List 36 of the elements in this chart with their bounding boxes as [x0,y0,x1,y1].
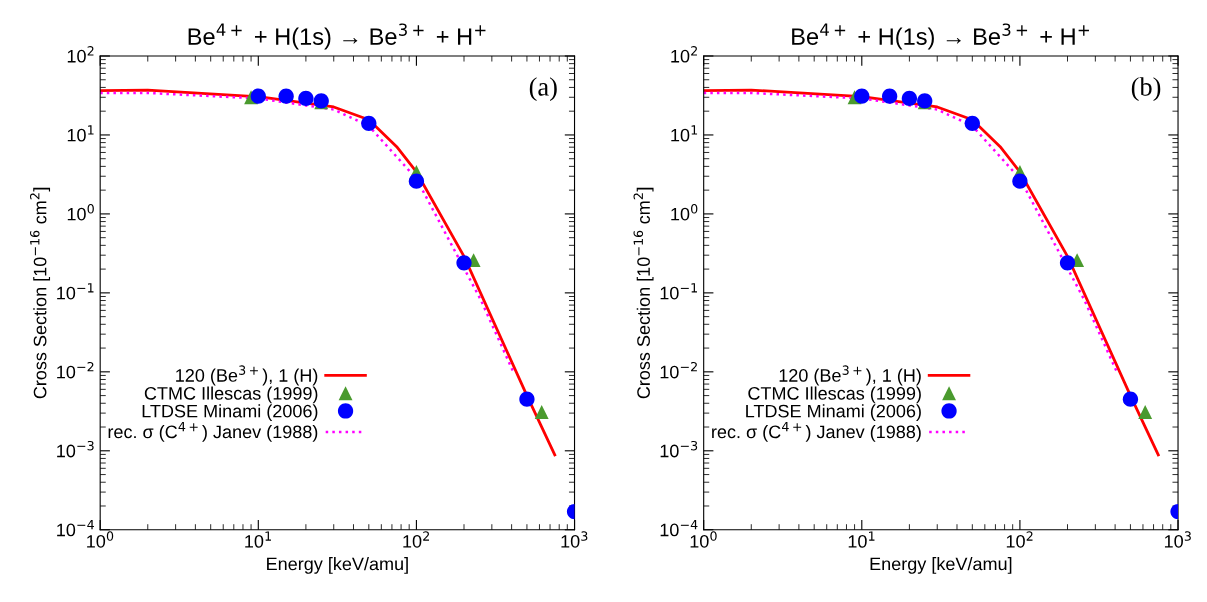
legend-label: CTMC Illescas (1999) [748,386,921,404]
legend-label: 120 (Be$^{3+}$), 1 (H) [779,365,921,386]
x-tick-label: 10$^{3}$ [1164,531,1191,548]
x-axis-title: Energy [keV/amu] [870,557,1012,574]
y-tick-label: 10$^{−1}$ [660,283,697,300]
y-tick-label: 10$^{2}$ [67,46,94,63]
x-axis-title: Energy [keV/amu] [267,557,408,574]
y-tick-label: 10$^{1}$ [671,125,698,142]
x-tick-label: 10$^{0}$ [690,531,717,548]
x-tick-label: 10$^{1}$ [245,531,271,548]
chart-title: Be$^{4+}$ + H(1s) → Be$^{3+}$ + H$^{+}$ [792,23,1089,50]
legend-label: LTDSE Minami (2006) [746,404,921,422]
x-tick-label: 10$^{0}$ [87,531,114,548]
x-tick-label: 10$^{3}$ [561,531,588,548]
legend-label: LTDSE Minami (2006) [142,404,318,422]
x-tick-label: 10$^{1}$ [848,531,875,548]
legend-label: rec. σ (C$^{4+}$) Janev (1988) [108,421,318,442]
x-tick-label: 10$^{2}$ [403,531,429,548]
y-axis-title: Cross Section [10$^{−16}$ cm$^{2}$] [633,187,654,399]
y-tick-label: 10$^{−2}$ [57,361,94,379]
legend-label: 120 (Be$^{3+}$), 1 (H) [176,365,318,386]
annotation: (a) [529,77,557,102]
x-tick-label: 10$^{2}$ [1006,531,1033,548]
chart-title: Be$^{4+}$ + H(1s) → Be$^{3+}$ + H$^{+}$ [188,23,486,50]
y-tick-label: 10$^{−2}$ [660,361,697,379]
y-tick-label: 10$^{1}$ [67,125,94,142]
legend-label: CTMC Illescas (1999) [144,386,318,404]
y-tick-label: 10$^{−3}$ [660,440,698,458]
y-tick-label: 10$^{0}$ [67,204,94,221]
y-tick-label: 10$^{0}$ [671,204,698,221]
y-tick-label: 10$^{2}$ [671,46,697,63]
y-tick-label: 10$^{−3}$ [57,440,94,458]
annotation: (b) [1131,77,1161,102]
y-tick-label: 10$^{−1}$ [57,283,94,300]
y-axis-title: Cross Section [10$^{−16}$ cm$^{2}$] [30,187,51,399]
legend-label: rec. σ (C$^{4+}$) Janev (1988) [712,421,921,442]
